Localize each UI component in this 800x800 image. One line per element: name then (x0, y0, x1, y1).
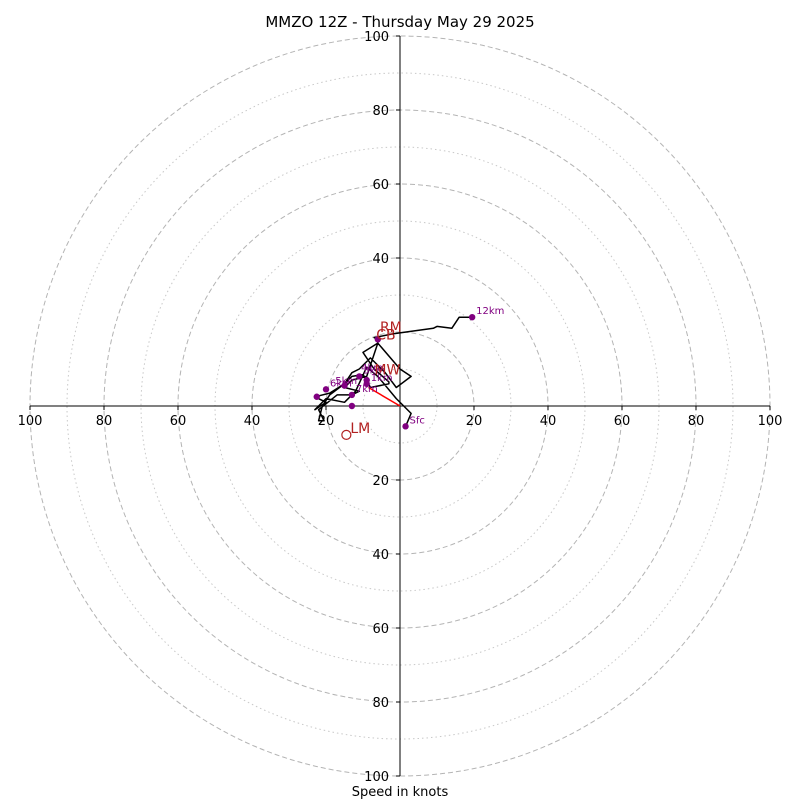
height-marker-label: 5km (335, 376, 357, 387)
x-tick-label: 80 (688, 414, 705, 429)
y-tick-label: 60 (372, 178, 389, 193)
height-marker-label: 3km (363, 365, 385, 376)
height-marker-dot (348, 391, 356, 399)
height-marker-label: 12km (476, 306, 504, 317)
height-marker-dot (348, 402, 356, 410)
shear-vector (368, 386, 401, 407)
storm-motion-markers: RM LM MW CB (341, 320, 402, 440)
storm-motion-label: LM (350, 421, 370, 437)
x-tick-label: 100 (18, 414, 43, 429)
y-tick-label: 40 (372, 252, 389, 267)
height-marker-dot (468, 314, 476, 321)
x-tick-label: 20 (466, 414, 483, 429)
height-marker-dot (374, 336, 381, 343)
x-tick-label: 60 (170, 414, 187, 429)
hodograph-trace (314, 316, 471, 427)
storm-motion-label: MW (374, 362, 400, 378)
chart-title: MMZO 12Z - Thursday May 29 2025 (265, 13, 534, 31)
height-marker-label: 6km (330, 378, 352, 389)
storm-motion-marker (341, 429, 352, 440)
height-marker-label: Sfc (410, 415, 425, 426)
x-tick-label: 40 (244, 414, 261, 429)
height-marker-dot (363, 376, 370, 384)
storm-motion-label: CB (376, 327, 395, 343)
height-marker-dot (341, 382, 348, 389)
tick-labels: 100 80 60 40 20 20 40 60 80 100100806040204060801… (18, 30, 783, 785)
x-tick-label: 80 (96, 414, 113, 429)
storm-motion-label: RM (380, 320, 402, 336)
y-tick-label: 40 (372, 548, 389, 563)
y-tick-label: 80 (372, 696, 389, 711)
height-marker-dot (402, 423, 409, 430)
height-marker-dot (322, 386, 330, 393)
height-marker-dot (313, 393, 320, 400)
height-marker-label: 7km (356, 384, 378, 395)
height-marker-label: 1km (371, 373, 393, 384)
y-tick-label: 100 (364, 30, 389, 45)
hodograph-line (314, 316, 471, 427)
y-tick-label: 100 (364, 770, 389, 785)
x-tick-label: 60 (614, 414, 631, 429)
x-tick-label: 40 (540, 414, 557, 429)
y-tick-label: 80 (372, 104, 389, 119)
height-marker-label: 4km (361, 363, 383, 374)
x-tick-label: 100 (758, 414, 783, 429)
shear-vector-line (368, 386, 401, 407)
height-marker-dot (356, 373, 363, 380)
y-tick-label: 20 (372, 474, 389, 489)
y-tick-label: 60 (372, 622, 389, 637)
x-axis-label: Speed in knots (352, 785, 449, 800)
